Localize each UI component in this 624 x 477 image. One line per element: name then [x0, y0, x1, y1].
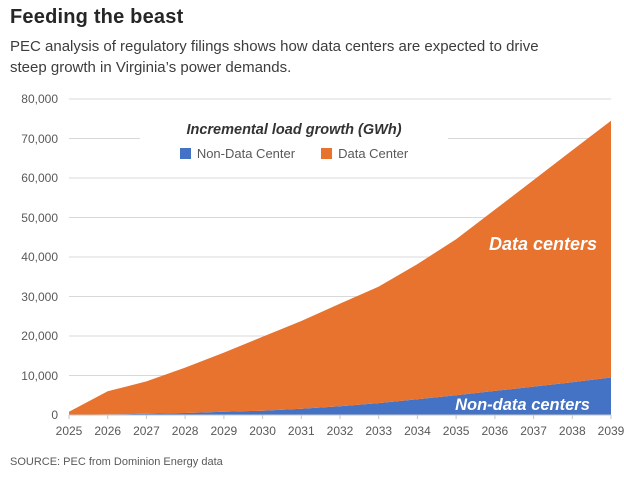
area-data-center	[69, 120, 611, 415]
data-center-swatch-icon	[321, 148, 333, 159]
area-non-data-center	[69, 377, 611, 415]
legend-item-non-data-center: Non-Data Center	[179, 146, 296, 161]
x-tick-label: 2035	[442, 424, 470, 438]
page-subtitle: PEC analysis of regulatory filings shows…	[10, 38, 539, 77]
source-note: SOURCE: PEC from Dominion Energy data	[10, 456, 223, 468]
x-tick-label: 2030	[249, 424, 276, 438]
x-tick-label: 2032	[326, 424, 354, 438]
x-tick-label: 2038	[558, 424, 586, 438]
y-tick-label: 20,000	[21, 329, 58, 343]
x-tick-label: 2026	[94, 424, 122, 438]
x-tick-label: 2029	[210, 424, 238, 438]
legend-label-non-data-center: Non-Data Center	[196, 146, 296, 161]
legend-items: Non-Data Center Data Center	[140, 146, 448, 161]
y-tick-label: 60,000	[21, 171, 58, 185]
y-tick-label: 80,000	[21, 92, 58, 106]
x-tick-label: 2034	[404, 424, 431, 438]
legend-label-data-center: Data Center	[338, 146, 409, 161]
page-title: Feeding the beast	[10, 6, 184, 28]
y-tick-label: 0	[51, 408, 58, 422]
y-tick-label: 40,000	[21, 250, 58, 264]
non-data-centers-area-label: Non-data centers	[455, 396, 590, 414]
data-centers-area-label: Data centers	[488, 234, 598, 254]
y-tick-label: 10,000	[21, 368, 58, 383]
y-tick-label: 50,000	[21, 210, 58, 225]
non-data-center-swatch-icon	[179, 148, 191, 159]
x-tick-label: 2036	[481, 424, 509, 438]
x-tick-label: 2028	[171, 424, 199, 438]
x-tick-label: 2027	[133, 424, 160, 438]
legend-title: Incremental load growth (GWh)	[186, 122, 402, 138]
x-tick-label: 2033	[365, 424, 393, 438]
chart-legend: Incremental load growth (GWh) Non-Data C…	[140, 120, 448, 164]
x-tick-label: 2039	[597, 424, 624, 438]
legend-item-data-center: Data Center	[321, 146, 408, 161]
x-tick-label: 2031	[287, 424, 315, 438]
x-tick-label: 2037	[520, 424, 547, 438]
y-tick-label: 70,000	[21, 131, 58, 146]
x-tick-label: 2025	[55, 424, 83, 438]
y-tick-label: 30,000	[21, 289, 58, 304]
